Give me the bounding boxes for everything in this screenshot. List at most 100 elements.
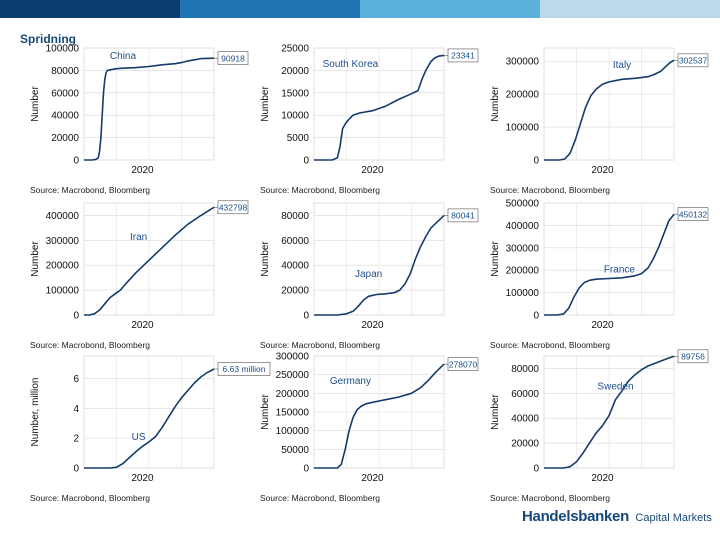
y-tick-label: 100000 (46, 44, 80, 55)
end-value-label: 89756 (681, 352, 705, 362)
x-tick-label: 2020 (361, 320, 384, 331)
end-value-box (677, 349, 709, 364)
y-tick-label: 0 (73, 156, 79, 167)
y-tick-label: 25000 (281, 44, 309, 55)
header-color-bar (0, 0, 720, 18)
end-value-box (217, 362, 271, 376)
series-label: Italy (613, 60, 631, 71)
source-note: Source: Macrobond, Bloomberg (30, 340, 151, 350)
chart-panel-italy: 0 100000 200000 300000 2020 Number Italy 302537… (460, 40, 709, 195)
series-line-us (84, 368, 215, 469)
y-tick-label: 100000 (506, 123, 540, 134)
y-tick-label: 40000 (511, 414, 539, 425)
series-label: US (132, 432, 146, 443)
y-tick-label: 0 (533, 311, 539, 322)
y-axis-label: Number (260, 394, 271, 430)
y-tick-label: 20000 (511, 439, 539, 450)
y-tick-label: 5000 (287, 133, 310, 144)
y-tick-label: 300000 (506, 57, 540, 68)
source-note: Source: Macrobond, Bloomberg (260, 185, 381, 195)
y-tick-label: 100000 (276, 426, 310, 437)
chart-panel-south-korea: 0 5000 10000 15000 20000 25000 2020 Number South… (230, 40, 479, 195)
series-line-south-korea (314, 54, 445, 161)
y-tick-label: 300000 (506, 243, 540, 254)
series-label: Japan (355, 269, 382, 280)
y-tick-label: 20000 (281, 66, 309, 77)
y-tick-label: 200000 (506, 266, 540, 277)
logo-suffix: Capital Markets (635, 512, 712, 524)
source-note: Source: Macrobond, Bloomberg (260, 340, 381, 350)
end-value-box (677, 53, 709, 68)
chart-svg: 0 20000 40000 60000 80000 2020 Number Japan 8004… (260, 202, 479, 331)
y-tick-label: 0 (73, 311, 79, 322)
y-tick-label: 10000 (281, 111, 309, 122)
end-value-box (217, 200, 249, 215)
y-tick-label: 80000 (51, 66, 79, 77)
end-value-label: 432798 (219, 202, 248, 212)
slide-title: Spridning (20, 32, 76, 46)
x-tick-label: 2020 (361, 165, 384, 176)
series-label: China (110, 51, 137, 62)
y-tick-label: 500000 (506, 199, 540, 210)
y-tick-label: 200000 (276, 389, 310, 400)
y-tick-label: 6 (73, 374, 79, 385)
y-tick-label: 100000 (506, 288, 540, 299)
y-tick-label: 20000 (281, 286, 309, 297)
y-axis-label: Number, million (30, 378, 41, 447)
y-tick-label: 40000 (51, 111, 79, 122)
source-note: Source: Macrobond, Bloomberg (30, 493, 151, 503)
x-tick-label: 2020 (131, 473, 154, 484)
chart-svg: 0 50000 100000 150000 200000 250000 300000 2020… (260, 352, 479, 484)
y-axis-label: Number (260, 241, 271, 277)
series-line-china (84, 57, 215, 161)
series-line-japan (314, 214, 445, 316)
y-tick-label: 300000 (276, 352, 310, 363)
y-axis-label: Number (260, 86, 271, 122)
chart-svg: 0 100000 200000 300000 400000 500000 2020 Numbe… (490, 199, 709, 331)
chart-panel-sweden: 0 20000 40000 60000 80000 2020 Number Sweden 897… (460, 348, 709, 503)
y-axis-label: Number (490, 86, 501, 122)
header-segment-4 (540, 0, 720, 18)
y-tick-label: 200000 (46, 261, 80, 272)
end-value-label: 80041 (451, 211, 475, 221)
end-value-label: 90918 (221, 53, 245, 63)
y-tick-label: 15000 (281, 88, 309, 99)
source-note: Source: Macrobond, Bloomberg (490, 340, 611, 350)
chart-panel-iran: 0 100000 200000 300000 400000 2020 Number Iran 4… (0, 195, 249, 350)
y-tick-label: 4 (73, 404, 79, 415)
y-tick-label: 150000 (276, 408, 310, 419)
chart-panel-japan: 0 20000 40000 60000 80000 2020 Number Japan 8004… (230, 195, 479, 350)
y-tick-label: 40000 (281, 261, 309, 272)
end-value-label: 450132 (679, 209, 708, 219)
end-value-label: 6.63 million (223, 364, 266, 374)
end-value-label: 302537 (679, 56, 708, 66)
y-tick-label: 0 (533, 464, 539, 475)
series-label: South Korea (323, 59, 379, 70)
series-line-iran (84, 206, 215, 316)
y-tick-label: 80000 (511, 364, 539, 375)
y-axis-label: Number (30, 241, 41, 277)
series-line-italy (544, 59, 675, 161)
source-note: Source: Macrobond, Bloomberg (260, 493, 381, 503)
end-value-box (447, 208, 479, 223)
chart-panel-germany: 0 50000 100000 150000 200000 250000 300000 2020… (230, 348, 479, 503)
y-axis-label: Number (490, 394, 501, 430)
y-tick-label: 20000 (51, 133, 79, 144)
chart-svg: 0 100000 200000 300000 2020 Number Italy 302537 (490, 47, 709, 176)
x-tick-label: 2020 (591, 320, 614, 331)
end-value-box (447, 48, 479, 63)
x-tick-label: 2020 (361, 473, 384, 484)
chart-panel-france: 0 100000 200000 300000 400000 500000 2020 Numbe… (460, 195, 709, 350)
header-segment-1 (0, 0, 180, 18)
y-tick-label: 80000 (281, 211, 309, 222)
chart-panel-us: 0 2 4 6 2020 Number, million US 6.63 million Sou… (0, 348, 271, 503)
x-tick-label: 2020 (591, 473, 614, 484)
series-label: France (604, 264, 636, 275)
chart-svg: 0 5000 10000 15000 20000 25000 2020 Number South… (260, 44, 479, 176)
header-segment-3 (360, 0, 540, 18)
chart-svg: 0 2 4 6 2020 Number, million US 6.63 million (30, 355, 271, 484)
y-tick-label: 200000 (506, 90, 540, 101)
chart-svg: 0 100000 200000 300000 400000 2020 Number Iran 4… (30, 200, 249, 331)
y-axis-label: Number (490, 241, 501, 277)
chart-svg: 0 20000 40000 60000 80000 2020 Number Sweden 897… (490, 349, 709, 484)
